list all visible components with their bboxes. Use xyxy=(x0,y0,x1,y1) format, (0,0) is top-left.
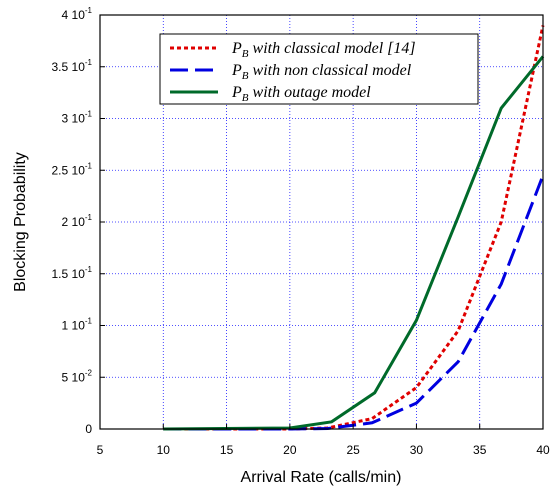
series-line-outage-model xyxy=(163,55,545,431)
y-tick-label: 2 10-1 xyxy=(62,213,93,229)
x-tick-label: 15 xyxy=(220,443,234,457)
y-tick-label: 3 10-1 xyxy=(62,110,93,126)
x-axis-label: Arrival Rate (calls/min) xyxy=(241,469,402,486)
y-axis-label: Blocking Probability xyxy=(12,152,29,292)
x-tick-label: 40 xyxy=(536,443,550,457)
x-axis-ticks: 5 10 15 20 25 30 35 40 xyxy=(97,424,550,457)
y-tick-label: 4 10-1 xyxy=(62,6,93,22)
legend-label-outage-model: PB with outage model xyxy=(231,84,371,104)
legend-label-classical-model: PB with classical model [14] xyxy=(231,40,416,60)
y-tick-label: 1.5 10-1 xyxy=(52,265,93,281)
y-tick-label: 0 xyxy=(85,422,92,436)
y-tick-label: 1 10-1 xyxy=(62,317,93,333)
x-tick-label: 35 xyxy=(473,443,487,457)
x-tick-label: 5 xyxy=(97,443,104,457)
y-tick-label: 5 10-2 xyxy=(62,368,93,384)
y-tick-label: 3.5 10-1 xyxy=(52,58,93,74)
x-tick-label: 20 xyxy=(283,443,297,457)
y-axis-ticks: 0 5 10-2 1 10-1 1.5 10-1 2 10-1 2.5 10-1 3 10-… xyxy=(52,6,105,436)
legend: PB with classical model [14]PB with non … xyxy=(159,33,479,105)
legend-label-non-classical-model: PB with non classical model xyxy=(231,62,412,82)
x-tick-label: 10 xyxy=(157,443,171,457)
y-tick-label: 2.5 10-1 xyxy=(52,161,93,177)
x-tick-label: 25 xyxy=(346,443,360,457)
x-tick-label: 30 xyxy=(410,443,424,457)
